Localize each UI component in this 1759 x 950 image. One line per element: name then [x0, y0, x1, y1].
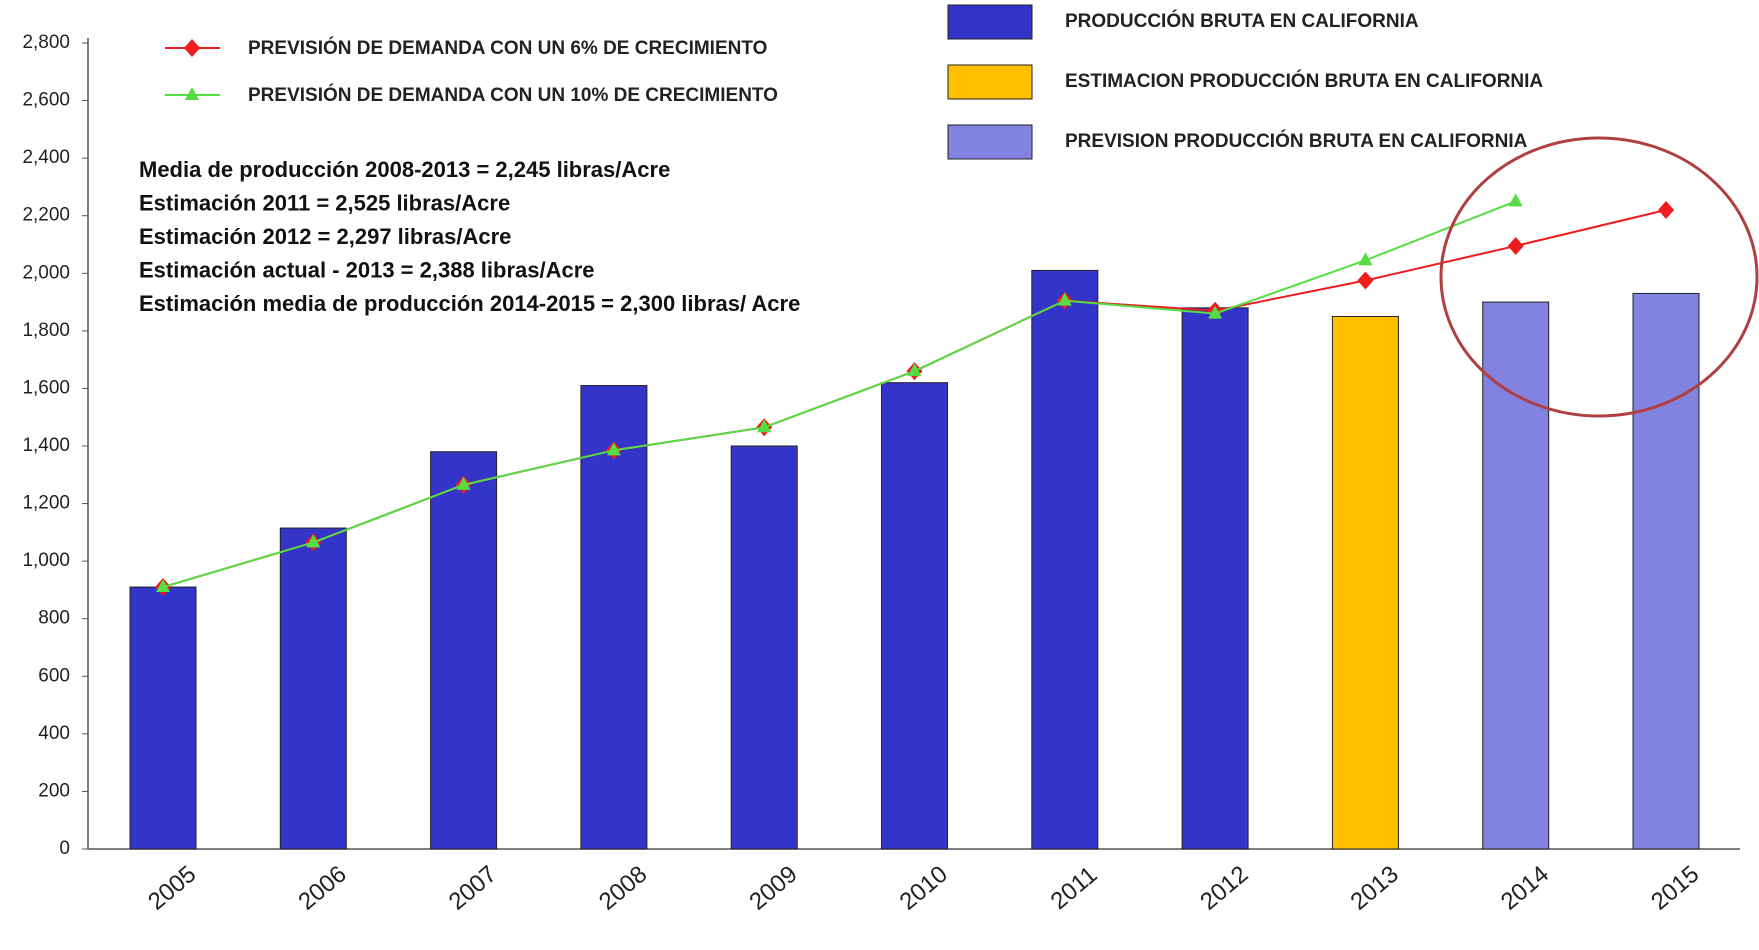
marker [184, 39, 200, 57]
y-tick-label: 2,400 [22, 147, 70, 168]
x-tick-label: 2005 [143, 861, 201, 916]
y-tick-label: 1,800 [22, 320, 70, 341]
annotation: Estimación 2012 = 2,297 libras/Acre [139, 224, 511, 249]
y-tick-label: 2,600 [22, 90, 70, 111]
bar [1331, 315, 1399, 850]
marker [1658, 200, 1674, 219]
marker [757, 419, 772, 433]
highlight-circle [1439, 136, 1759, 418]
y-tick-label: 200 [38, 780, 70, 801]
marker [156, 579, 170, 593]
marker [907, 363, 922, 377]
y-tick-label: 1,200 [22, 493, 70, 514]
x-tick-label: 2009 [744, 861, 802, 916]
legend-label: PREVISION PRODUCCIÓN BRUTA EN CALIFORNIA [1065, 130, 1528, 152]
bar [730, 445, 798, 850]
legend-label: PREVISIÓN DE DEMANDA CON UN 6% DE CRECIM… [248, 37, 767, 59]
legend-swatch [947, 124, 1033, 160]
line [162, 200, 1517, 589]
legend-label: ESTIMACION PRODUCCIÓN BRUTA EN CALIFORNI… [1065, 70, 1543, 92]
marker [1507, 236, 1524, 255]
legend-label: PRODUCCIÓN BRUTA EN CALIFORNIA [1065, 10, 1419, 32]
legend-label: PREVISIÓN DE DEMANDA CON UN 10% DE CRECI… [248, 84, 778, 106]
y-tick-label: 1,600 [22, 377, 70, 398]
x-tick-label: 2006 [293, 861, 351, 916]
x-tick-label: 2015 [1646, 861, 1704, 916]
x-tick-label: 2007 [444, 861, 502, 916]
bar [430, 451, 498, 850]
bar [1482, 301, 1550, 850]
y-tick-label: 1,400 [22, 435, 70, 456]
bar [1632, 292, 1700, 850]
x-tick-label: 2012 [1195, 861, 1253, 916]
x-tick-label: 2008 [594, 861, 652, 916]
annotation: Estimación actual - 2013 = 2,388 libras/… [139, 257, 595, 282]
annotation: Estimación media de producción 2014-2015… [139, 291, 800, 316]
legend-swatch [947, 4, 1033, 40]
marker [306, 534, 321, 548]
y-tick-label: 2,200 [22, 205, 70, 226]
marker [185, 87, 199, 100]
y-tick-label: 0 [59, 838, 70, 859]
bar [129, 586, 197, 850]
bar [279, 527, 347, 850]
marker [1508, 193, 1523, 207]
bar [580, 385, 648, 850]
x-tick-label: 2011 [1046, 861, 1103, 915]
annotation: Media de producción 2008-2013 = 2,245 li… [139, 157, 670, 182]
y-tick-label: 800 [38, 608, 70, 629]
bar [1031, 269, 1099, 850]
annotation: Estimación 2011 = 2,525 libras/Acre [139, 190, 510, 215]
marker [1357, 271, 1374, 290]
x-tick-label: 2013 [1346, 861, 1404, 916]
x-tick-label: 2014 [1496, 861, 1554, 916]
marker [1208, 305, 1223, 319]
marker [606, 442, 621, 456]
x-tick-label: 2010 [895, 861, 953, 916]
y-tick-label: 2,000 [22, 262, 70, 283]
marker [456, 476, 471, 490]
bar [1181, 307, 1249, 850]
marker [1358, 252, 1373, 266]
marker [1057, 292, 1072, 306]
y-tick-label: 600 [38, 665, 70, 686]
y-tick-label: 1,000 [22, 550, 70, 571]
y-tick-label: 400 [38, 723, 70, 744]
legend-swatch [947, 64, 1033, 100]
bar [881, 382, 948, 850]
y-tick-label: 2,800 [22, 32, 70, 53]
